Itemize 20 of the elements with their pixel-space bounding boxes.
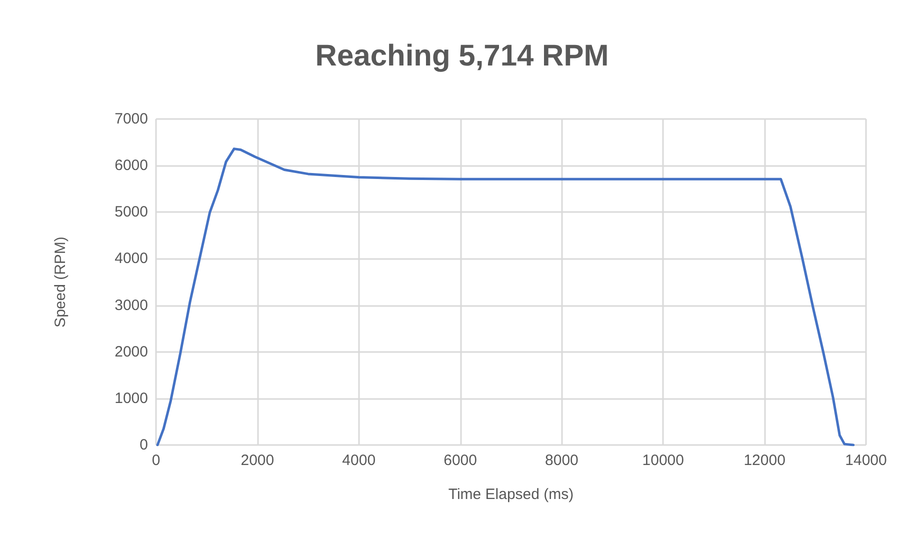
y-axis-title: Speed (RPM) <box>52 236 69 328</box>
y-tick-label: 4000 <box>114 250 148 268</box>
x-tick-label: 2000 <box>240 452 274 469</box>
x-tick-label: 4000 <box>342 452 376 469</box>
x-tick-label: 12000 <box>744 452 786 469</box>
x-tick-label: 10000 <box>642 452 684 469</box>
x-tick-label: 8000 <box>545 452 578 469</box>
y-tick-label: 0 <box>140 436 148 454</box>
y-tick-label: 6000 <box>114 157 148 174</box>
y-tick-label: 3000 <box>114 296 148 314</box>
x-tick-label: 0 <box>152 452 160 469</box>
y-tick-label: 7000 <box>114 110 148 128</box>
x-tick-label: 14000 <box>845 452 887 469</box>
y-tick-label: 2000 <box>114 343 148 360</box>
y-tick-label: 1000 <box>114 390 148 407</box>
x-tick-label: 6000 <box>444 452 477 469</box>
line-series <box>156 148 855 446</box>
y-tick-label: 5000 <box>114 204 148 221</box>
x-axis-title: Time Elapsed (ms) <box>448 486 574 503</box>
chart-title: Reaching 5,714 RPM <box>315 40 609 72</box>
